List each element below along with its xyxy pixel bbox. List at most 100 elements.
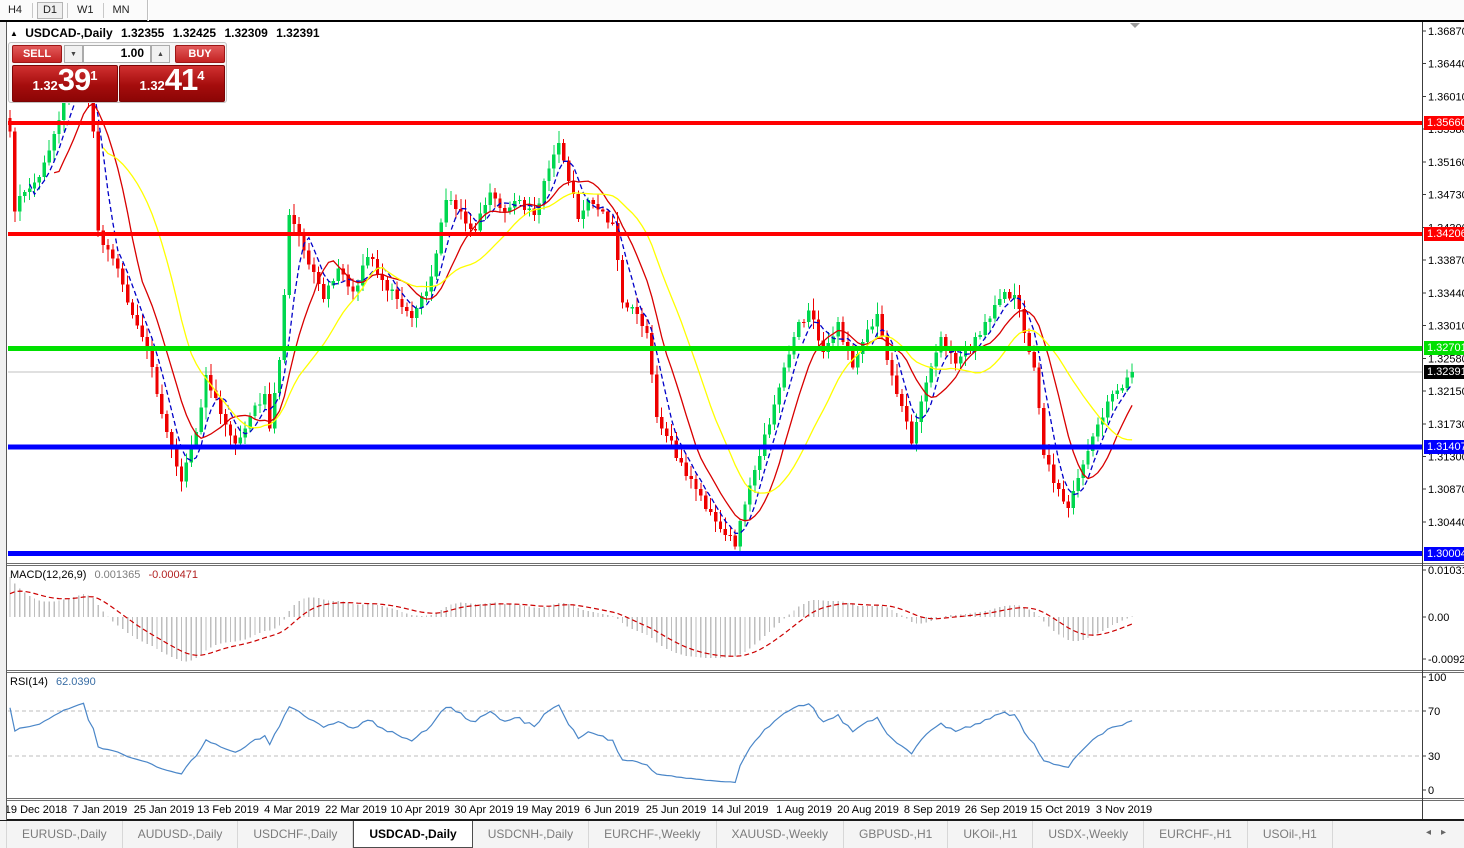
- macd-name: MACD(12,26,9): [10, 569, 87, 581]
- svg-text:1.36440: 1.36440: [1428, 59, 1464, 71]
- sell-button[interactable]: SELL: [12, 45, 62, 63]
- svg-text:1.36870: 1.36870: [1428, 26, 1464, 38]
- chart-tab-usdx-weekly[interactable]: USDX-,Weekly: [1033, 821, 1145, 848]
- window-left-border: [0, 22, 7, 820]
- svg-text:1.32580: 1.32580: [1428, 353, 1464, 365]
- svg-text:1.33870: 1.33870: [1428, 255, 1464, 267]
- toolbar-separator: [102, 2, 104, 18]
- chart-tab-eurchf-weekly[interactable]: EURCHF-,Weekly: [589, 821, 717, 848]
- price-tag-1.32391: 1.32391: [1424, 364, 1464, 379]
- svg-text:30 Apr 2019: 30 Apr 2019: [454, 804, 513, 816]
- chart-tab-xauusd-weekly[interactable]: XAUUSD-,Weekly: [717, 821, 844, 848]
- volume-input[interactable]: 1.00: [83, 45, 151, 63]
- svg-text:7 Jan 2019: 7 Jan 2019: [73, 804, 127, 816]
- buy-price-pips: 41: [164, 62, 198, 97]
- volume-decrease-button[interactable]: ▼: [64, 45, 83, 63]
- autoscroll-marker-icon: [1130, 23, 1140, 28]
- timeframe-button-h4[interactable]: H4: [7, 3, 23, 16]
- svg-text:6 Jun 2019: 6 Jun 2019: [585, 804, 639, 816]
- chart-tab-usdcnh-daily[interactable]: USDCNH-,Daily: [473, 821, 590, 848]
- price-tag-1.35660: 1.35660: [1424, 116, 1464, 131]
- sell-price-button[interactable]: 1.32391: [12, 62, 118, 102]
- svg-text:19 May 2019: 19 May 2019: [516, 804, 580, 816]
- svg-text:1.31730: 1.31730: [1428, 419, 1464, 431]
- svg-text:19 Dec 2018: 19 Dec 2018: [5, 804, 67, 816]
- chart-tab-usdchf-daily[interactable]: USDCHF-,Daily: [238, 821, 354, 848]
- svg-text:25 Jan 2019: 25 Jan 2019: [134, 804, 195, 816]
- chart-tab-usdcad-daily[interactable]: USDCAD-,Daily: [353, 821, 473, 848]
- svg-text:0.010311: 0.010311: [1428, 565, 1464, 577]
- macd-signal-value: -0.000471: [148, 569, 198, 581]
- sell-price-pips: 39: [57, 62, 91, 97]
- svg-text:1.30440: 1.30440: [1428, 517, 1464, 529]
- chart-tab-eurchf-h1[interactable]: EURCHF-,H1: [1144, 821, 1248, 848]
- rsi-value: 62.0390: [55, 676, 96, 688]
- buy-button[interactable]: BUY: [175, 45, 225, 63]
- svg-text:1.32150: 1.32150: [1428, 386, 1464, 398]
- chart-tab-gbpusd-h1[interactable]: GBPUSD-,H1: [844, 821, 949, 848]
- tab-scroll-arrows[interactable]: ◂▸: [1426, 827, 1456, 838]
- volume-increase-button[interactable]: ▲: [151, 45, 170, 63]
- toolbar-separator: [32, 2, 33, 18]
- chart-tab-eurusd-daily[interactable]: EURUSD-,Daily: [6, 821, 123, 848]
- timeframe-toolbar: H4 D1 W1 MN: [0, 0, 1464, 21]
- macd-signal-line: [9, 590, 1133, 657]
- svg-text:22 Mar 2019: 22 Mar 2019: [325, 804, 387, 816]
- rsi-name: RSI(14): [10, 676, 48, 688]
- price-tag-1.34206: 1.34206: [1424, 226, 1464, 241]
- svg-text:100: 100: [1428, 672, 1446, 684]
- svg-text:15 Oct 2019: 15 Oct 2019: [1030, 804, 1090, 816]
- price-tag-1.31407: 1.31407: [1424, 439, 1464, 454]
- svg-text:14 Jul 2019: 14 Jul 2019: [712, 804, 769, 816]
- svg-text:4 Mar 2019: 4 Mar 2019: [264, 804, 320, 816]
- sell-price-pipette: 1: [90, 67, 98, 83]
- toolbar-separator: [67, 2, 68, 18]
- ma-10: [53, 102, 1133, 522]
- collapse-panel-icon[interactable]: ▲: [10, 29, 18, 38]
- price-tag-1.30004: 1.30004: [1424, 546, 1464, 561]
- svg-text:1.34730: 1.34730: [1428, 190, 1464, 202]
- svg-text:1.30870: 1.30870: [1428, 484, 1464, 496]
- price-tag-1.32701: 1.32701: [1424, 341, 1464, 356]
- svg-text:1.36010: 1.36010: [1428, 91, 1464, 103]
- quote-open: 1.32355: [120, 26, 165, 40]
- macd-label: MACD(12,26,9) 0.001365 -0.000471: [10, 569, 198, 581]
- symbol-title: USDCAD-,Daily: [25, 26, 113, 40]
- svg-text:70: 70: [1428, 706, 1440, 718]
- quote-low: 1.32309: [224, 26, 268, 40]
- ma-5: [29, 78, 1133, 534]
- chart-tab-usoil-h1[interactable]: USOil-,H1: [1248, 821, 1333, 848]
- svg-text:20 Aug 2019: 20 Aug 2019: [837, 804, 899, 816]
- quote-header: ▲ USDCAD-,Daily 1.32355 1.32425 1.32309 …: [10, 26, 325, 40]
- svg-text:3 Nov 2019: 3 Nov 2019: [1096, 804, 1152, 816]
- quote-close: 1.32391: [276, 26, 320, 40]
- svg-text:13 Feb 2019: 13 Feb 2019: [197, 804, 259, 816]
- chart-tab-audusd-daily[interactable]: AUDUSD-,Daily: [123, 821, 239, 848]
- tab-scroll-left-icon[interactable]: ◂: [1425, 827, 1441, 838]
- buy-price-button[interactable]: 1.32414: [119, 62, 225, 102]
- svg-text:26 Sep 2019: 26 Sep 2019: [965, 804, 1027, 816]
- sell-price-prefix: 1.32: [32, 78, 58, 93]
- tab-scroll-right-icon[interactable]: ▸: [1440, 827, 1456, 838]
- chart-tab-bar: EURUSD-,Daily AUDUSD-,Daily USDCHF-,Daily U…: [0, 820, 1464, 848]
- svg-text:1.33440: 1.33440: [1428, 288, 1464, 300]
- rsi-line: [9, 702, 1133, 784]
- chart-tab-ukoil-h1[interactable]: UKOil-,H1: [948, 821, 1034, 848]
- svg-text:0.00: 0.00: [1428, 612, 1449, 624]
- buy-price-pipette: 4: [197, 67, 205, 83]
- ma-20: [102, 147, 1133, 494]
- svg-text:1 Aug 2019: 1 Aug 2019: [776, 804, 832, 816]
- svg-text:1.31300: 1.31300: [1428, 451, 1464, 463]
- timeframe-button-d1[interactable]: D1: [37, 1, 63, 19]
- macd-main-value: 0.001365: [94, 569, 141, 581]
- rsi-label: RSI(14) 62.0390: [10, 676, 96, 688]
- timeframe-button-w1[interactable]: W1: [77, 3, 94, 16]
- svg-text:25 Jun 2019: 25 Jun 2019: [646, 804, 707, 816]
- svg-text:30: 30: [1428, 751, 1440, 763]
- svg-text:-0.009203: -0.009203: [1428, 654, 1464, 666]
- buy-price-prefix: 1.32: [139, 78, 165, 93]
- timeframe-button-mn[interactable]: MN: [112, 3, 130, 16]
- svg-text:1.33010: 1.33010: [1428, 321, 1464, 333]
